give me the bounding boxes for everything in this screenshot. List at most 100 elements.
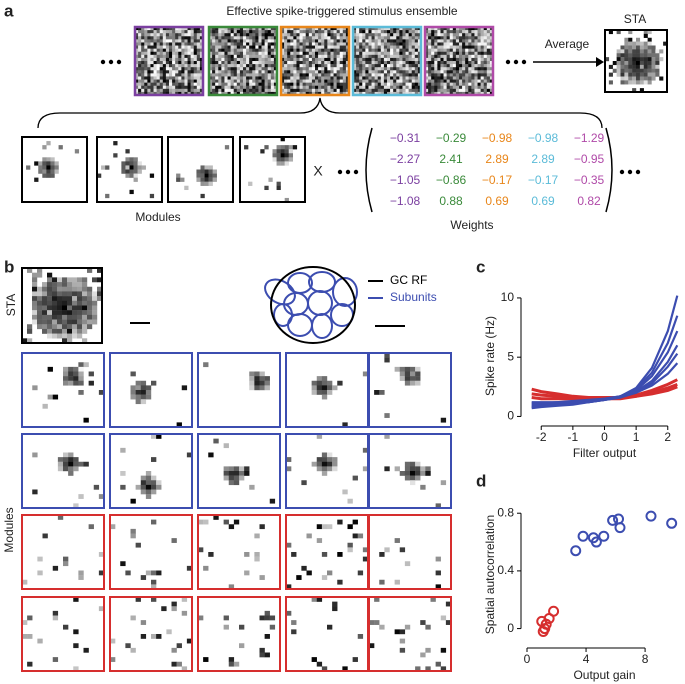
pixel <box>465 67 469 71</box>
pixel <box>267 76 272 80</box>
pixel <box>269 624 276 630</box>
pixel <box>135 380 141 386</box>
pixel <box>468 57 472 62</box>
pixel <box>362 91 366 96</box>
pixel <box>215 42 219 46</box>
pixel <box>288 145 294 150</box>
pixel <box>459 42 463 46</box>
pixel <box>318 91 322 96</box>
frame <box>197 433 281 509</box>
pixel <box>437 85 441 90</box>
pixel <box>236 61 241 65</box>
pixel <box>327 42 331 46</box>
pixel <box>365 79 369 83</box>
pixel <box>270 54 275 59</box>
pixel <box>47 319 53 325</box>
pixel <box>639 53 644 58</box>
pixel <box>137 169 142 174</box>
pixel <box>352 657 358 662</box>
pixel <box>72 282 78 287</box>
pixel <box>249 73 253 77</box>
pixel <box>293 73 297 77</box>
pixel <box>390 30 394 34</box>
pixel <box>365 73 369 77</box>
pixel <box>284 51 288 56</box>
pixel <box>480 73 485 77</box>
pixel <box>324 85 328 90</box>
pixel <box>359 82 363 87</box>
pixel <box>459 70 463 74</box>
pixel <box>72 286 78 292</box>
weight-value: 0.69 <box>485 194 509 208</box>
pixel <box>311 67 316 71</box>
pixel <box>156 45 161 49</box>
pixel <box>417 79 422 83</box>
pixel <box>149 173 155 178</box>
pixel <box>248 181 253 186</box>
pixel <box>390 91 394 96</box>
pixel <box>162 64 167 68</box>
pixel <box>489 48 494 53</box>
pixel <box>162 51 167 56</box>
pixel <box>280 137 285 142</box>
pixel <box>175 36 179 40</box>
pixel <box>324 39 328 43</box>
pixel <box>140 394 147 400</box>
pixel <box>169 39 173 43</box>
pixel <box>371 61 375 65</box>
pixel <box>402 36 406 40</box>
pixel <box>73 643 79 649</box>
pixel <box>452 27 457 31</box>
pixel <box>236 27 241 31</box>
pixel <box>327 457 333 462</box>
pixel <box>405 51 409 56</box>
pixel <box>353 48 357 53</box>
pixel <box>135 394 141 400</box>
pixel <box>246 76 250 80</box>
pixel <box>477 73 481 77</box>
pixel <box>321 33 325 37</box>
pixel <box>77 300 83 306</box>
pixel <box>153 33 157 37</box>
panel-label: b <box>4 257 14 276</box>
pixel <box>284 82 288 87</box>
pixel <box>218 91 222 96</box>
pixel <box>468 64 472 68</box>
pixel <box>193 73 198 77</box>
pixel <box>299 88 303 93</box>
pixel <box>293 85 297 90</box>
pixel <box>380 70 385 74</box>
pixel <box>284 149 289 154</box>
pixel <box>151 434 157 439</box>
pixel <box>261 91 265 96</box>
pixel <box>435 584 441 590</box>
pixel <box>339 57 344 62</box>
pixel <box>327 79 331 83</box>
pixel <box>190 88 195 93</box>
pixel <box>390 42 394 46</box>
pixel <box>169 82 173 87</box>
pixel <box>318 67 322 71</box>
pixel <box>643 76 648 81</box>
pixel <box>72 314 78 320</box>
pixel <box>273 88 278 93</box>
pixel <box>246 70 250 74</box>
pixel <box>212 45 216 49</box>
pixel <box>130 533 136 539</box>
pixel <box>440 45 444 49</box>
pixel <box>612 68 617 73</box>
pixel <box>327 624 333 630</box>
pixel <box>135 51 139 56</box>
pixel <box>339 33 344 37</box>
pixel <box>187 30 191 34</box>
pixel <box>371 79 375 83</box>
pixel <box>212 169 217 174</box>
panel-title: Effective spike-triggered stimulus ensem… <box>226 4 458 18</box>
pixel <box>353 82 357 87</box>
pixel <box>147 85 151 90</box>
pixel <box>368 79 372 83</box>
pixel <box>434 70 438 74</box>
pixel <box>425 70 429 74</box>
pixel <box>324 54 328 59</box>
pixel <box>150 48 154 53</box>
